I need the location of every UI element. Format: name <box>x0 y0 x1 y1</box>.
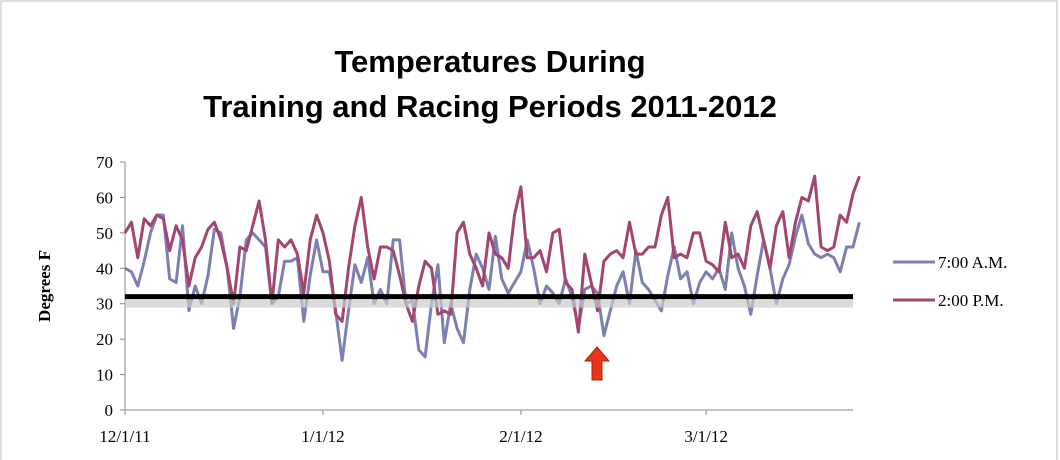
x-tick-label: 3/1/12 <box>684 427 727 446</box>
series-line <box>124 213 861 362</box>
x-tick-label: 1/1/12 <box>301 427 344 446</box>
legend-label: 7:00 A.M. <box>938 253 1007 272</box>
y-tick-label: 20 <box>96 330 113 349</box>
x-tick-label: 12/1/11 <box>99 427 150 446</box>
y-tick-label: 60 <box>96 188 113 207</box>
y-tick-label: 30 <box>96 295 113 314</box>
chart-title: Temperatures During <box>334 44 645 79</box>
x-tick-label: 2/1/12 <box>499 427 542 446</box>
y-tick-label: 40 <box>96 259 113 278</box>
y-tick-label: 10 <box>96 366 113 385</box>
chart-title: Training and Racing Periods 2011-2012 <box>203 89 777 124</box>
y-axis-label: Degrees F <box>35 250 54 322</box>
series-line <box>123 174 861 334</box>
reference-band <box>125 299 853 308</box>
y-tick-label: 50 <box>96 224 113 243</box>
y-tick-label: 0 <box>105 401 114 420</box>
y-tick-label: 70 <box>96 153 113 172</box>
arrow <box>583 346 611 381</box>
legend-label: 2:00 P.M. <box>938 291 1004 310</box>
